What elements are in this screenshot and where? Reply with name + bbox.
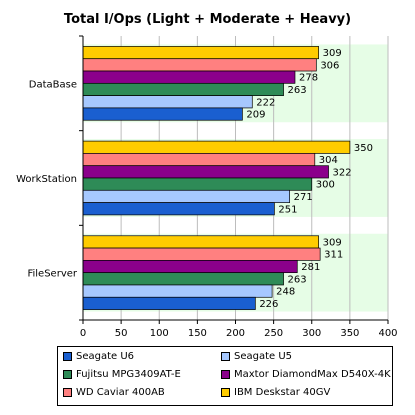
category-label: FileServer	[27, 269, 77, 280]
legend-label: IBM Deskstar 40GV	[234, 387, 331, 398]
legend-item: Fujitsu MPG3409AT-E	[63, 369, 181, 380]
legend-item: Maxtor DiamondMax D540X-4K	[221, 369, 391, 380]
legend-item: Seagate U5	[221, 351, 292, 362]
bar-value-label: 251	[278, 204, 297, 215]
bar-value-label: 209	[246, 110, 265, 121]
bar	[82, 247, 321, 261]
bar	[82, 140, 351, 154]
bar-value-label: 263	[288, 274, 307, 285]
bar-value-label: 306	[320, 60, 339, 71]
legend-label: Seagate U5	[234, 351, 293, 362]
bar-value-label: 350	[354, 143, 373, 154]
bar	[82, 284, 273, 298]
bar	[82, 46, 319, 60]
bar	[82, 165, 329, 179]
bar	[82, 189, 290, 203]
bar	[82, 202, 275, 216]
legend-label: Maxtor DiamondMax D540X-4K	[234, 369, 391, 380]
bar-value-label: 300	[316, 180, 335, 191]
x-tick-label: 200	[226, 328, 245, 339]
legend-swatch	[63, 352, 72, 361]
bar	[82, 70, 296, 84]
bar-value-label: 226	[259, 299, 278, 310]
bar	[82, 107, 243, 121]
legend-label: Seagate U6	[76, 351, 135, 362]
legend-swatch	[221, 370, 230, 379]
bar-value-label: 281	[301, 262, 320, 273]
legend-swatch	[63, 370, 72, 379]
x-tick-label: 400	[378, 328, 397, 339]
x-tick-label: 250	[264, 328, 283, 339]
bar-value-label: 248	[276, 287, 295, 298]
bar-value-label: 263	[288, 85, 307, 96]
x-tick-label: 350	[340, 328, 359, 339]
x-tick-label: 50	[115, 328, 128, 339]
legend-label: WD Caviar 400AB	[76, 387, 165, 398]
legend: Seagate U6 Seagate U5 Fujitsu MPG3409AT-E M…	[57, 346, 393, 406]
bar	[82, 153, 316, 167]
legend-label: Fujitsu MPG3409AT-E	[76, 369, 181, 380]
bar-value-label: 322	[333, 167, 352, 178]
bar-value-label: 311	[324, 250, 343, 261]
legend-swatch	[221, 352, 230, 361]
category-label: WorkStation	[16, 174, 77, 185]
bar	[82, 177, 313, 191]
bar	[82, 58, 317, 72]
bar-value-label: 309	[323, 237, 342, 248]
bar	[82, 95, 253, 109]
plot-area: 309306278263222209DataBase35030432230027…	[16, 35, 398, 339]
legend-item: IBM Deskstar 40GV	[221, 387, 330, 398]
x-tick-label: 150	[188, 328, 207, 339]
bar-value-label: 271	[294, 192, 313, 203]
chart-title: Total I/Ops (Light + Moderate + Heavy)	[63, 12, 352, 27]
bar	[82, 260, 298, 274]
legend-item: Seagate U6	[63, 351, 134, 362]
legend-swatch	[63, 388, 72, 397]
bar-value-label: 304	[319, 155, 338, 166]
bar-value-label: 278	[299, 73, 318, 84]
x-tick-label: 300	[302, 328, 321, 339]
bar	[82, 82, 284, 96]
bar-value-label: 309	[323, 48, 342, 59]
x-tick-label: 100	[150, 328, 169, 339]
bar	[82, 235, 319, 249]
bar	[82, 296, 256, 310]
bar-value-label: 222	[256, 97, 275, 108]
legend-item: WD Caviar 400AB	[63, 387, 165, 398]
x-tick-label: 0	[80, 328, 86, 339]
legend-swatch	[221, 388, 230, 397]
bar	[82, 272, 284, 286]
category-label: DataBase	[29, 79, 77, 90]
